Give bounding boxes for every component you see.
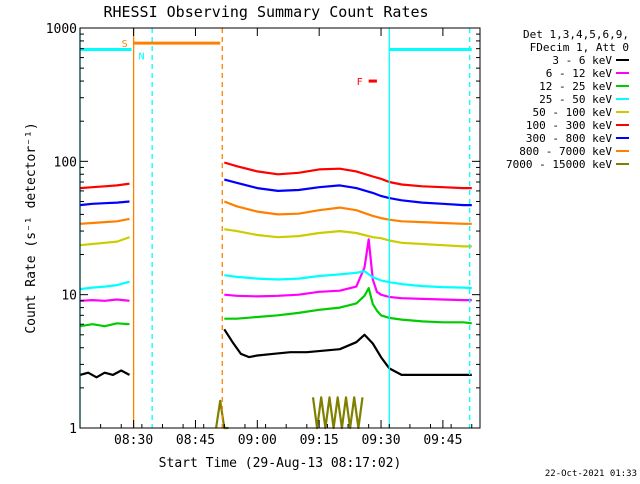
legend-label-50-100-kev: 50 - 100 keV — [533, 106, 613, 119]
y-tick-label-10: 10 — [61, 289, 77, 304]
series-100-300-kev — [79, 161, 472, 190]
x-tick-label-09-30: 09:30 — [361, 433, 400, 448]
legend-label-12-25-kev: 12 - 25 keV — [539, 80, 612, 93]
legend-header-line-2: FDecim 1, Att 0 — [530, 41, 629, 54]
legend-label-25-50-kev: 25 - 50 keV — [539, 93, 612, 106]
series-300-800-kev — [79, 178, 472, 207]
series-line-7000-15000-kev-1 — [311, 396, 364, 430]
y-tick-label-100: 100 — [54, 155, 77, 170]
series-line-50-100-kev-1 — [224, 228, 472, 248]
legend-label-3-6-kev: 3 - 6 keV — [552, 54, 612, 67]
x-tick-label-09-45: 09:45 — [423, 433, 462, 448]
legend-header-line-1: Det 1,3,4,5,6,9, — [523, 28, 629, 41]
y-tick-label-1000: 1000 — [46, 22, 77, 37]
series-line-800-7000-kev-1 — [223, 200, 472, 225]
data-layer — [79, 161, 472, 430]
legend-label-100-300-kev: 100 - 300 keV — [526, 119, 612, 132]
y-tick-label-1: 1 — [69, 422, 77, 437]
series-line-50-100-kev-0 — [79, 236, 130, 247]
x-tick-label-08-45: 08:45 — [176, 433, 215, 448]
chart-title: RHESSI Observing Summary Count Rates — [103, 3, 428, 21]
series-line-3-6-kev-1 — [223, 328, 472, 376]
series-50-100-kev — [79, 228, 472, 248]
series-line-100-300-kev-1 — [223, 161, 472, 190]
x-tick-label-08-30: 08:30 — [114, 433, 153, 448]
series-line-25-50-kev-1 — [224, 270, 472, 290]
series-line-300-800-kev-1 — [224, 178, 472, 207]
series-line-800-7000-kev-0 — [79, 217, 130, 225]
series-25-50-kev — [79, 270, 472, 291]
series-line-3-6-kev-0 — [79, 369, 131, 379]
plot-frame — [79, 27, 481, 429]
y-axis: 1 10 100 1000 — [46, 22, 480, 437]
series-3-6-kev — [79, 328, 472, 379]
flag-n-label: N — [139, 51, 145, 62]
legend-label-800-7000-kev: 800 - 7000 keV — [519, 145, 612, 158]
y-axis-label: Count Rate (s⁻¹ detector⁻¹) — [24, 122, 39, 333]
legend-label-6-12-kev: 6 - 12 keV — [546, 67, 613, 80]
legend-label-300-800-kev: 300 - 800 keV — [526, 132, 612, 145]
flag-f-label: F — [357, 77, 363, 88]
series-line-6-12-kev-1 — [224, 238, 472, 302]
series-line-100-300-kev-0 — [79, 182, 130, 190]
series-line-25-50-kev-0 — [79, 280, 130, 291]
footer-timestamp: 22-Oct-2021 01:33 — [545, 469, 637, 479]
x-axis: 08:30 08:45 09:00 09:15 09:30 09:45 — [79, 28, 473, 448]
series-line-300-800-kev-0 — [79, 200, 130, 207]
x-tick-label-09-15: 09:15 — [300, 433, 339, 448]
series-line-12-25-kev-0 — [79, 322, 130, 328]
legend-label-7000-15000-kev: 7000 - 15000 keV — [506, 158, 612, 171]
series-12-25-kev — [79, 287, 472, 328]
series-6-12-kev — [79, 238, 472, 302]
series-line-6-12-kev-0 — [79, 298, 130, 302]
series-line-12-25-kev-1 — [224, 287, 472, 325]
flag-layer: SN F — [80, 39, 472, 88]
series-800-7000-kev — [79, 200, 472, 225]
x-axis-label: Start Time (29-Aug-13 08:17:02) — [159, 456, 402, 471]
legend: Det 1,3,4,5,6,9, FDecim 1, Att 0 3 - 6 k… — [506, 28, 629, 171]
flag-s-label: S — [122, 39, 128, 50]
x-tick-label-09-00: 09:00 — [238, 433, 277, 448]
